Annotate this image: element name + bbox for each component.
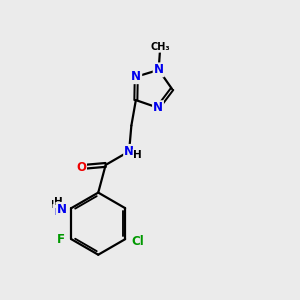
Text: F: F: [57, 233, 65, 246]
Text: O: O: [76, 160, 86, 174]
Text: N: N: [56, 203, 66, 216]
Text: CH₃: CH₃: [150, 42, 170, 52]
Text: N: N: [154, 63, 164, 76]
Text: Cl: Cl: [131, 235, 144, 248]
Text: H: H: [51, 200, 60, 210]
Text: N: N: [53, 205, 63, 218]
Text: N: N: [131, 70, 141, 83]
Text: N: N: [124, 145, 134, 158]
Text: H: H: [54, 197, 63, 207]
Text: H: H: [134, 150, 142, 160]
Text: N: N: [153, 101, 163, 114]
